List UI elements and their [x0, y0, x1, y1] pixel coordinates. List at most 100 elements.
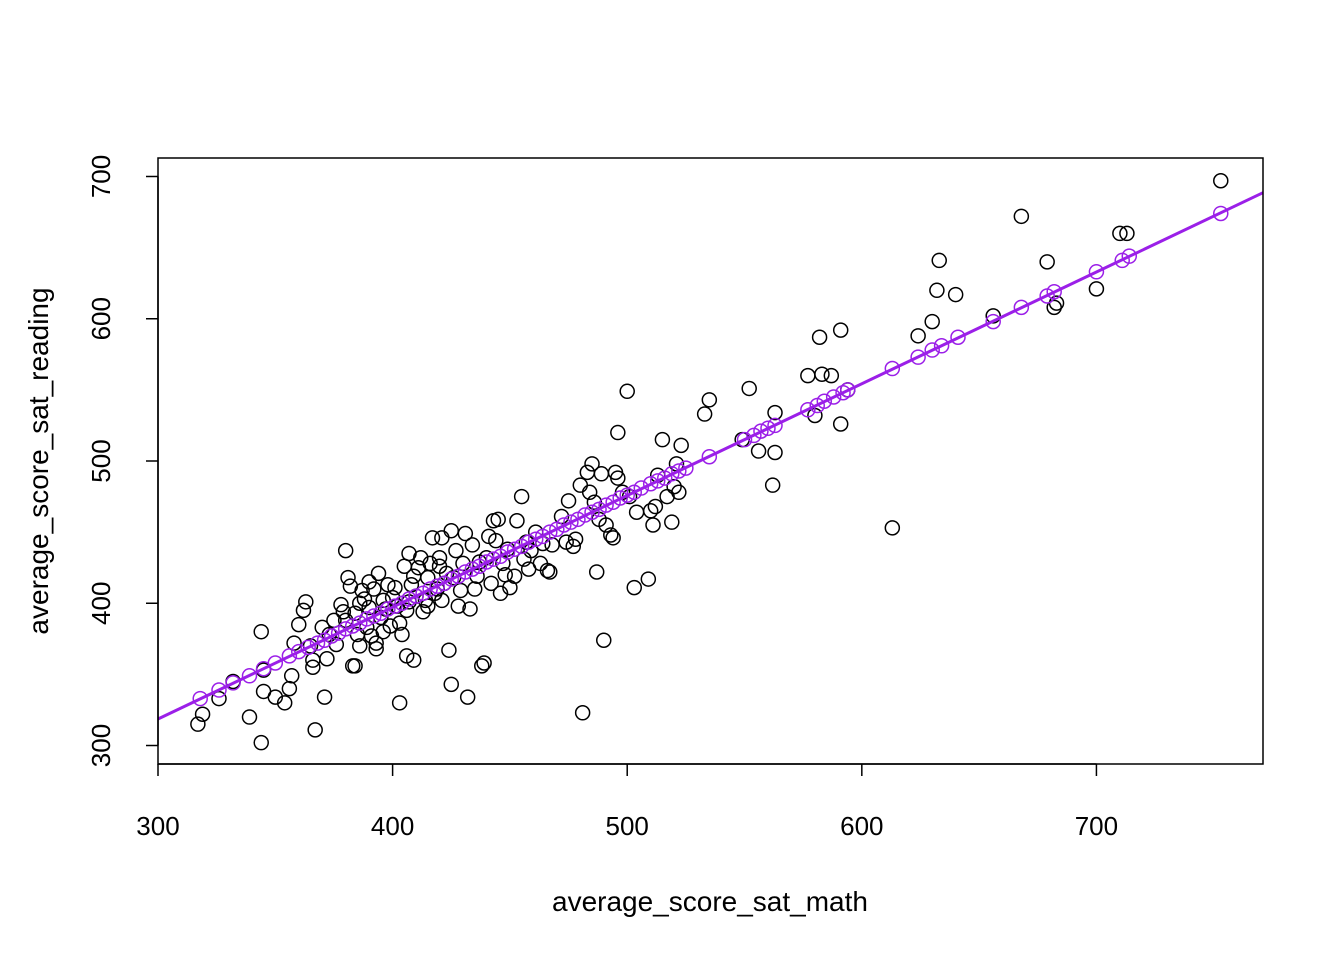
- plot-frame: [157, 157, 1264, 765]
- data-point: [929, 282, 945, 299]
- data-point: [654, 431, 671, 448]
- data-point: [462, 601, 478, 617]
- fitted-point: [664, 466, 680, 482]
- fitted-point: [910, 349, 926, 365]
- data-point: [316, 689, 333, 705]
- data-point: [443, 522, 460, 539]
- y-tick-label: 700: [86, 155, 116, 198]
- data-point: [823, 367, 840, 384]
- data-point: [283, 668, 300, 684]
- fitted-point: [1121, 248, 1138, 264]
- y-axis-label: average_score_sat_reading: [23, 287, 54, 634]
- data-point: [764, 477, 781, 493]
- fitted-point: [753, 423, 769, 439]
- data-point: [701, 392, 718, 408]
- data-point: [542, 564, 558, 580]
- data-point: [413, 549, 429, 566]
- data-point: [574, 705, 591, 721]
- regression-line: [157, 191, 1264, 721]
- x-tick-label: 500: [606, 811, 649, 841]
- data-point: [673, 437, 689, 454]
- data-point: [474, 658, 490, 674]
- data-point: [647, 498, 664, 515]
- data-point: [598, 517, 614, 533]
- data-point: [1112, 225, 1128, 242]
- x-tick-label: 600: [840, 811, 883, 841]
- fitted-point: [1046, 283, 1062, 300]
- data-point: [307, 722, 323, 738]
- fitted-point: [443, 571, 460, 587]
- fitted-point: [598, 497, 614, 513]
- data-point: [276, 695, 293, 711]
- data-point: [443, 676, 460, 693]
- data-point: [544, 537, 560, 553]
- fitted-point: [839, 382, 856, 398]
- x-axis-label: average_score_sat_math: [552, 886, 868, 917]
- data-point: [1088, 281, 1105, 297]
- data-point: [352, 638, 368, 654]
- data-point: [539, 562, 556, 579]
- data-point: [394, 626, 410, 643]
- data-point: [352, 595, 368, 612]
- data-point: [947, 286, 964, 303]
- data-point: [832, 416, 849, 432]
- data-point: [509, 512, 525, 529]
- data-point: [560, 493, 577, 509]
- data-point: [924, 313, 940, 330]
- data-point: [767, 444, 783, 461]
- data-point: [910, 328, 926, 344]
- data-point: [581, 484, 598, 501]
- data-point: [767, 404, 783, 421]
- fitted-point: [366, 608, 382, 624]
- data-point: [337, 542, 354, 559]
- fitted-points-layer: [192, 205, 1229, 707]
- fitted-point: [542, 524, 558, 540]
- fitted-point: [924, 342, 940, 358]
- data-point: [488, 532, 504, 549]
- data-point: [579, 464, 596, 481]
- data-point: [628, 504, 645, 520]
- fitted-point: [950, 329, 966, 345]
- data-point: [347, 658, 363, 674]
- y-axis: 300 400 500 600 700: [86, 155, 159, 767]
- fitted-point: [309, 635, 326, 651]
- data-point: [405, 652, 422, 668]
- data-point: [832, 322, 849, 338]
- data-point: [750, 443, 767, 459]
- fitted-point: [701, 448, 718, 465]
- data-point: [985, 308, 1001, 324]
- fitted-point: [933, 338, 950, 354]
- fitted-point: [380, 601, 396, 617]
- fitted-point: [1213, 205, 1229, 222]
- data-point: [405, 568, 422, 584]
- data-point: [588, 564, 605, 580]
- fitted-point: [767, 417, 783, 434]
- fitted-point: [584, 504, 600, 520]
- data-point: [434, 592, 450, 609]
- data-point: [190, 716, 206, 732]
- data-point: [640, 571, 657, 587]
- data-point: [253, 623, 269, 640]
- data-point: [464, 537, 481, 553]
- data-point: [356, 591, 373, 607]
- fitted-point: [816, 393, 833, 410]
- data-point: [619, 383, 635, 400]
- fitted-point: [1013, 299, 1030, 316]
- data-point: [450, 598, 467, 614]
- data-point: [610, 470, 626, 486]
- fitted-point: [499, 544, 516, 560]
- fitted-point: [649, 473, 666, 489]
- fitted-point: [291, 643, 307, 660]
- fitted-point: [577, 507, 593, 523]
- data-point: [572, 477, 589, 493]
- data-point: [1039, 254, 1055, 270]
- data-point: [664, 514, 680, 530]
- data-point: [483, 575, 499, 592]
- fitted-point: [556, 517, 572, 533]
- fitted-point: [478, 554, 495, 570]
- fitted-point: [642, 476, 659, 492]
- fitted-point: [736, 431, 753, 448]
- x-tick-label: 400: [371, 811, 414, 841]
- fitted-point: [192, 690, 208, 707]
